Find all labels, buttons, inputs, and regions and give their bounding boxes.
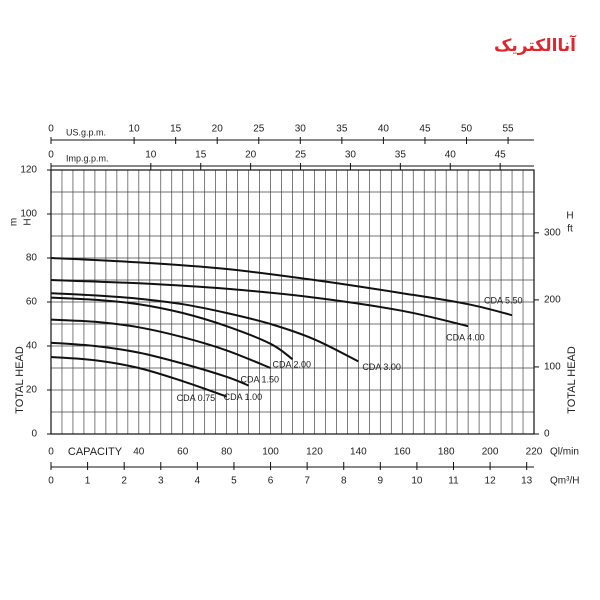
pump-curve (50, 296, 294, 361)
curve-label: CDA 2.00 (273, 360, 312, 370)
top-tick-label: 15 (170, 124, 182, 135)
x-tick-label: 0 (48, 447, 54, 458)
y2-tick-label: 300 (544, 227, 561, 238)
pump-curve (50, 318, 271, 369)
x2-axis-label: Qm³/H (550, 476, 579, 487)
top-tick-label: 20 (212, 124, 224, 135)
curve-label: CDA 5.50 (484, 296, 523, 306)
top-tick-label: 30 (295, 124, 307, 135)
top-tick-label: 35 (395, 150, 407, 161)
x-tick-label: 160 (394, 447, 411, 458)
curve-label: CDA 1.00 (224, 392, 263, 402)
top-axis-label: Imp.g.p.m. (66, 153, 109, 163)
curve-label: CDA 0.75 (177, 393, 216, 403)
top-tick-label: 35 (336, 124, 348, 135)
x2-tick-label: 6 (268, 476, 274, 487)
y2-tick-label: 0 (544, 429, 550, 440)
x2-tick-label: 4 (195, 476, 201, 487)
top-tick-label: 40 (445, 150, 457, 161)
top-axis-label: US.g.p.m. (66, 127, 106, 137)
x2-tick-label: 12 (485, 476, 497, 487)
curve-label: CDA 1.50 (241, 374, 280, 384)
x-tick-label: 100 (262, 447, 279, 458)
x2-tick-label: 11 (448, 476, 459, 487)
y-axis-unit: H (23, 218, 34, 225)
top-tick-label: 0 (48, 150, 54, 161)
top-tick-label: 10 (129, 124, 141, 135)
x-tick-label: 220 (526, 447, 543, 458)
top-tick-label: 25 (295, 150, 307, 161)
y-tick-label: 0 (31, 429, 37, 440)
y-tick-label: 20 (26, 385, 38, 396)
y-axis-label: TOTAL HEAD (14, 346, 26, 414)
y-tick-label: 100 (20, 209, 37, 220)
x-axis-unit: Ql/min (550, 447, 579, 458)
x-tick-label: 180 (438, 447, 455, 458)
top-tick-label: 55 (503, 124, 515, 135)
y-tick-label: 60 (26, 297, 38, 308)
curve-label: CDA 3.00 (362, 362, 401, 372)
y2-axis-label: TOTAL HEAD (566, 346, 578, 414)
x-tick-label: 120 (306, 447, 323, 458)
top-tick-label: 45 (419, 124, 431, 135)
y-tick-label: 40 (26, 341, 38, 352)
y-tick-label: 80 (26, 253, 38, 264)
x-axis-label: CAPACITY (68, 446, 123, 458)
y-axis-unit: m (9, 218, 20, 226)
x2-tick-label: 3 (158, 476, 164, 487)
x2-tick-label: 5 (231, 476, 237, 487)
x2-tick-label: 8 (341, 476, 347, 487)
x2-tick-label: 9 (378, 476, 384, 487)
logo: آناالکتریک (494, 34, 577, 56)
top-tick-label: 15 (195, 150, 207, 161)
x2-tick-label: 2 (121, 476, 127, 487)
top-tick-label: 40 (378, 124, 390, 135)
x-tick-label: 200 (482, 447, 499, 458)
y2-axis-unit: ft (567, 224, 573, 235)
x-tick-label: 60 (177, 447, 189, 458)
pump-curve (50, 279, 469, 328)
x2-tick-label: 0 (48, 476, 54, 487)
x-tick-label: 80 (221, 447, 233, 458)
curve-label: CDA 4.00 (446, 333, 485, 343)
top-tick-label: 45 (495, 150, 507, 161)
x2-tick-label: 7 (304, 476, 310, 487)
top-tick-label: 25 (253, 124, 265, 135)
y2-axis-unit: H (566, 211, 573, 222)
top-tick-label: 30 (345, 150, 357, 161)
x-tick-label: 140 (350, 447, 367, 458)
y2-tick-label: 100 (544, 362, 561, 373)
pump-curve (50, 356, 227, 398)
pump-curve (50, 292, 359, 363)
top-tick-label: 50 (461, 124, 473, 135)
pump-curve (50, 257, 513, 317)
x-tick-label: 40 (133, 447, 145, 458)
y2-tick-label: 200 (544, 295, 561, 306)
y-tick-label: 120 (20, 165, 37, 176)
x2-tick-label: 1 (85, 476, 91, 487)
x2-tick-label: 13 (521, 476, 533, 487)
x2-tick-label: 10 (411, 476, 423, 487)
pump-curve (50, 341, 249, 387)
top-tick-label: 20 (245, 150, 257, 161)
top-tick-label: 0 (48, 124, 54, 135)
top-tick-label: 10 (145, 150, 157, 161)
